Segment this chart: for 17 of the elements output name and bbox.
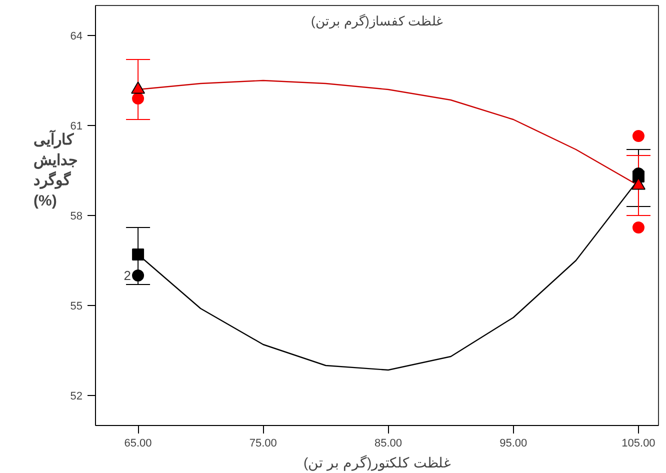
x-tick-label: 105.00 [622, 438, 656, 450]
y-tick-label: 55 [70, 300, 83, 312]
annotation: 2 [124, 268, 132, 283]
text: غلظت کفساز(گرم برتن) [311, 14, 443, 30]
point [632, 130, 644, 142]
y-tick-label: 58 [70, 210, 83, 222]
x-tick-label: 95.00 [500, 438, 528, 450]
point [132, 92, 144, 104]
x-tick-label: 75.00 [249, 438, 277, 450]
point [632, 222, 644, 234]
y-tick-label: 64 [70, 30, 83, 42]
point [132, 248, 144, 260]
point [132, 270, 144, 282]
x-tick-label: 85.00 [374, 438, 402, 450]
y-tick-label: 52 [70, 390, 83, 402]
x-tick-label: 65.00 [124, 438, 152, 450]
x-axis-title: غلظت کلکتور(گرم بر تن) [304, 454, 451, 472]
